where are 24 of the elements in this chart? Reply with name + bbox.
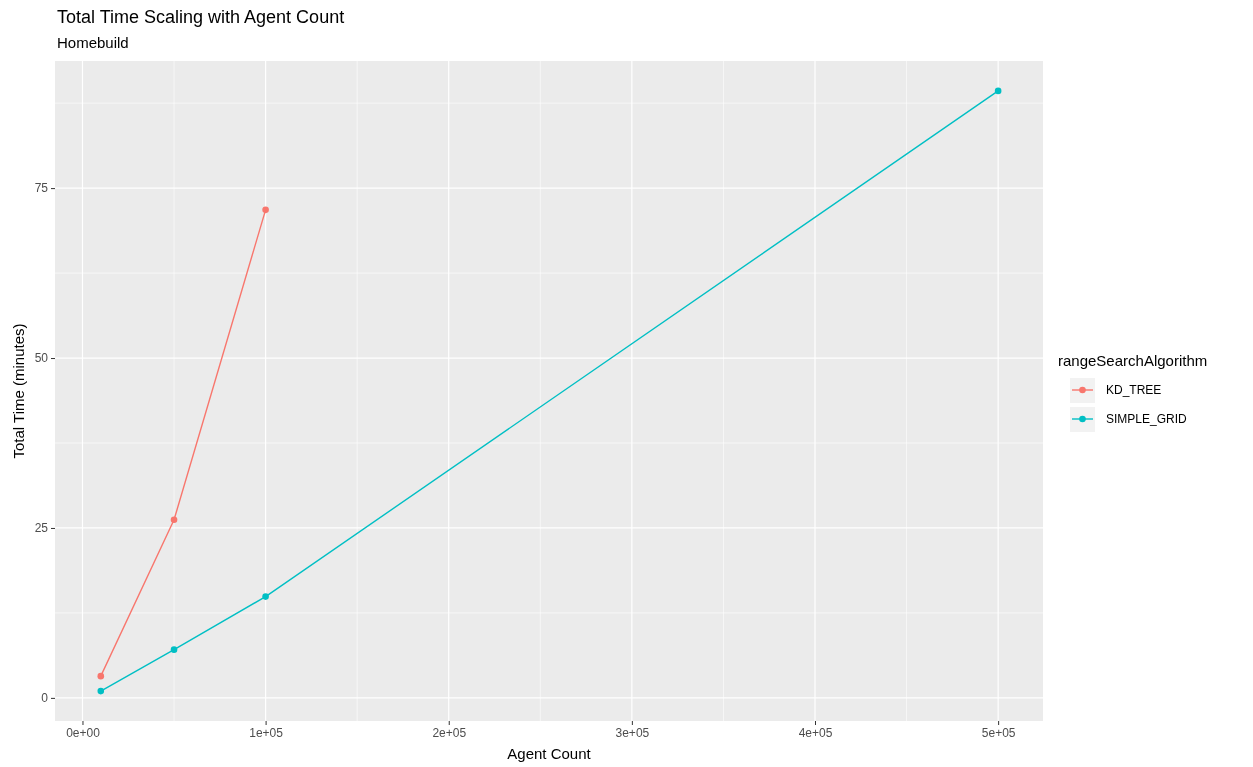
x-axis-title: Agent Count — [507, 745, 592, 762]
point — [262, 593, 269, 600]
y-tick-label: 75 — [34, 181, 49, 196]
x-tick-label: 5e+05 — [981, 725, 1016, 740]
legend-label: SIMPLE_GRID — [1106, 412, 1188, 426]
y-tick-label: 0 — [41, 691, 49, 706]
point — [262, 206, 269, 214]
point — [170, 516, 178, 524]
x-tick-label: 2e+05 — [432, 725, 467, 740]
y-axis-title: Total Time (minutes) — [10, 323, 27, 459]
x-tick-label: 3e+05 — [615, 725, 650, 740]
x-tick-label: 0e+00 — [66, 725, 101, 740]
y-tick-label: 50 — [34, 351, 49, 366]
point — [97, 687, 105, 695]
legend-title: rangeSearchAlgorithm — [1058, 352, 1208, 369]
point — [170, 646, 178, 653]
chart-subtitle: Homebuild — [57, 34, 129, 51]
chart-title: Total Time Scaling with Agent Count — [57, 7, 345, 27]
point — [97, 672, 105, 680]
x-tick-label: 1e+05 — [249, 725, 284, 740]
x-tick-label: 4e+05 — [798, 725, 833, 740]
point — [994, 87, 1002, 95]
legend-label: KD_TREE — [1106, 383, 1162, 397]
y-tick-label: 25 — [34, 521, 49, 536]
